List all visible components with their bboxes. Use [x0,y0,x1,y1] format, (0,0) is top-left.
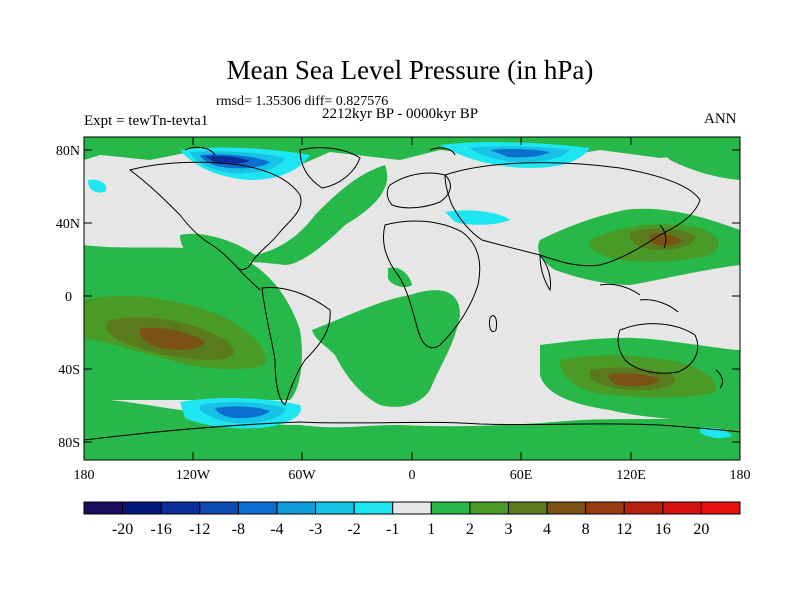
coastlines [84,146,740,441]
colorbar-label: -20 [112,521,133,538]
colorbar-swatch [353,501,394,515]
lon-tick-marks [192,137,632,460]
colorbar-swatch [662,501,702,515]
colorbar-label: 1 [427,521,435,538]
colorbar-swatch [160,501,201,515]
lon-label-120e: 120E [616,468,646,483]
colorbar-label: 3 [504,521,512,538]
colorbar-label: -12 [189,521,210,538]
lon-label-180e: 180 [730,468,751,483]
lat-label-0: 0 [65,290,72,305]
colorbar-label: -8 [232,521,245,538]
colorbar-swatch [507,501,548,515]
colorbar-swatch [122,501,162,515]
lon-label-0: 0 [409,468,416,483]
experiment-label: Expt = tewTn-tevta1 [84,113,209,129]
colorbar-label: -3 [309,521,322,538]
colorbar-label: 16 [655,521,671,538]
lat-label-40s: 40S [58,363,80,378]
colorbar-swatch [546,501,587,515]
colorbar-swatch [623,501,664,515]
negative-anomaly-regions [88,142,732,439]
colorbar-swatch [392,501,432,515]
colorbar [83,501,741,515]
colorbar-swatch [585,501,625,515]
colorbar-label: 2 [466,521,474,538]
colorbar-label: 8 [582,521,590,538]
lon-label-60e: 60E [510,468,533,483]
lat-label-80n: 80N [56,144,80,159]
pressure-field [84,137,740,460]
colorbar-swatch [276,501,317,515]
colorbar-label: -1 [386,521,399,538]
colorbar-label: -4 [270,521,283,538]
colorbar-label: 20 [693,521,709,538]
colorbar-swatch [700,501,741,515]
rmsd-diff-stats: rmsd= 1.35306 diff= 0.827576 [216,94,389,109]
lon-label-120w: 120W [176,468,211,483]
lat-tick-marks [84,149,740,443]
colorbar-swatch [430,501,471,515]
colorbar-label: 12 [616,521,632,538]
colorbar-swatch [469,501,509,515]
time-period-label: 2212kyr BP - 0000kyr BP [322,106,479,122]
colorbar-swatch [315,501,355,515]
colorbar-swatch [237,501,278,515]
colorbar-label: 4 [543,521,551,538]
lat-label-40n: 40N [56,217,80,232]
colorbar-label: -2 [347,521,360,538]
lon-label-60w: 60W [288,468,316,483]
colorbar-labels: -20 -16 -12 -8 -4 -3 -2 -1 1 2 3 4 8 12 16 20 [112,521,709,538]
colorbar-swatch [83,501,124,515]
colorbar-label: -16 [151,521,172,538]
lon-label-180w: 180 [74,468,95,483]
colorbar-swatch [199,501,239,515]
map-title: Mean Sea Level Pressure (in hPa) [226,55,594,85]
lat-label-80s: 80S [58,436,80,451]
season-label: ANN [704,111,737,127]
